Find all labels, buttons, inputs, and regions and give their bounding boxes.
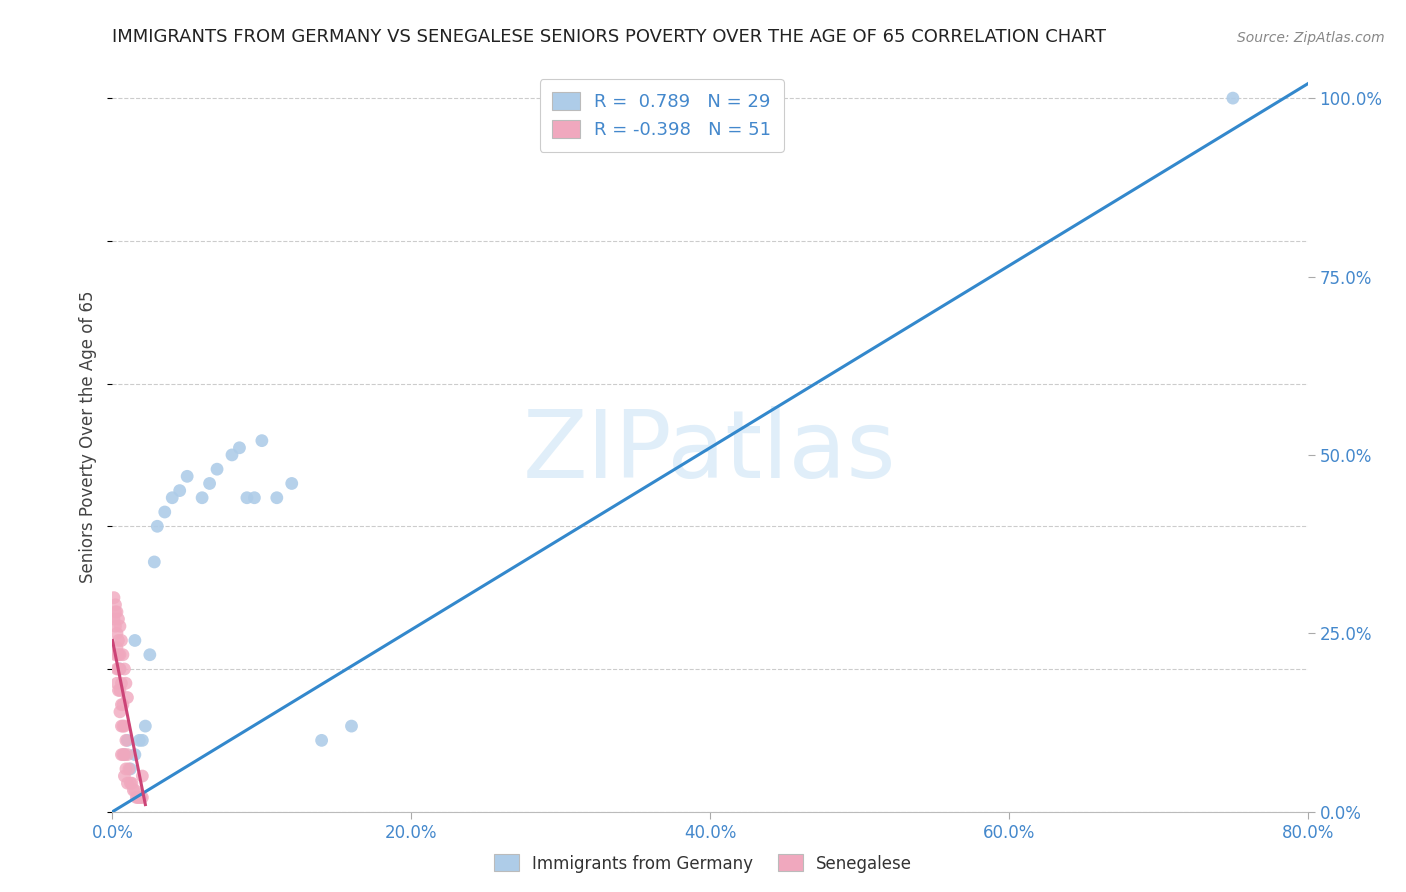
- Point: [117, 776, 139, 790]
- Point: [228, 441, 250, 455]
- Point: [139, 648, 162, 662]
- Point: [110, 747, 132, 762]
- Point: [122, 783, 145, 797]
- Point: [104, 605, 127, 619]
- Point: [281, 476, 304, 491]
- Point: [108, 662, 131, 676]
- Point: [120, 776, 142, 790]
- Text: Source: ZipAtlas.com: Source: ZipAtlas.com: [1237, 31, 1385, 45]
- Point: [143, 555, 166, 569]
- Y-axis label: Seniors Poverty Over the Age of 65: Seniors Poverty Over the Age of 65: [79, 291, 97, 583]
- Point: [131, 733, 153, 747]
- Point: [105, 626, 128, 640]
- Point: [107, 612, 129, 626]
- Point: [124, 633, 146, 648]
- Point: [114, 769, 135, 783]
- Point: [114, 662, 135, 676]
- Point: [111, 747, 134, 762]
- Point: [266, 491, 288, 505]
- Point: [107, 683, 129, 698]
- Point: [115, 733, 138, 747]
- Point: [111, 698, 134, 712]
- Point: [103, 612, 125, 626]
- Point: [104, 648, 127, 662]
- Point: [121, 776, 143, 790]
- Point: [105, 662, 128, 676]
- Point: [105, 605, 128, 619]
- Point: [198, 476, 221, 491]
- Point: [110, 719, 132, 733]
- Point: [108, 648, 131, 662]
- Point: [125, 790, 148, 805]
- Point: [162, 491, 183, 505]
- Point: [111, 648, 134, 662]
- Point: [115, 676, 138, 690]
- Legend: R =  0.789   N = 29, R = -0.398   N = 51: R = 0.789 N = 29, R = -0.398 N = 51: [540, 79, 783, 152]
- Point: [104, 598, 127, 612]
- Point: [129, 790, 152, 805]
- Point: [108, 619, 131, 633]
- Point: [118, 762, 141, 776]
- Point: [131, 790, 153, 805]
- Point: [250, 434, 273, 448]
- Point: [120, 762, 142, 776]
- Point: [134, 719, 156, 733]
- Text: ZIPatlas: ZIPatlas: [523, 406, 897, 498]
- Point: [107, 662, 129, 676]
- Point: [205, 462, 228, 476]
- Point: [117, 690, 139, 705]
- Point: [340, 719, 363, 733]
- Point: [111, 719, 134, 733]
- Point: [236, 491, 259, 505]
- Point: [114, 747, 135, 762]
- Point: [169, 483, 191, 498]
- Point: [131, 769, 153, 783]
- Point: [128, 733, 150, 747]
- Legend: Immigrants from Germany, Senegalese: Immigrants from Germany, Senegalese: [486, 847, 920, 880]
- Point: [115, 762, 138, 776]
- Point: [117, 747, 139, 762]
- Point: [311, 733, 333, 747]
- Point: [110, 698, 132, 712]
- Point: [146, 519, 169, 533]
- Point: [114, 747, 135, 762]
- Point: [105, 640, 128, 655]
- Point: [114, 719, 135, 733]
- Point: [103, 591, 125, 605]
- Point: [110, 676, 132, 690]
- Point: [104, 619, 127, 633]
- Point: [105, 676, 128, 690]
- Point: [1222, 91, 1244, 105]
- Point: [176, 469, 198, 483]
- Point: [107, 633, 129, 648]
- Point: [108, 683, 131, 698]
- Point: [124, 747, 146, 762]
- Point: [191, 491, 214, 505]
- Point: [153, 505, 176, 519]
- Point: [127, 790, 149, 805]
- Point: [110, 633, 132, 648]
- Point: [107, 648, 129, 662]
- Point: [243, 491, 266, 505]
- Point: [124, 783, 146, 797]
- Point: [221, 448, 243, 462]
- Point: [108, 705, 131, 719]
- Point: [117, 733, 139, 747]
- Point: [128, 790, 150, 805]
- Text: IMMIGRANTS FROM GERMANY VS SENEGALESE SENIORS POVERTY OVER THE AGE OF 65 CORRELA: IMMIGRANTS FROM GERMANY VS SENEGALESE SE…: [112, 28, 1107, 45]
- Point: [108, 662, 131, 676]
